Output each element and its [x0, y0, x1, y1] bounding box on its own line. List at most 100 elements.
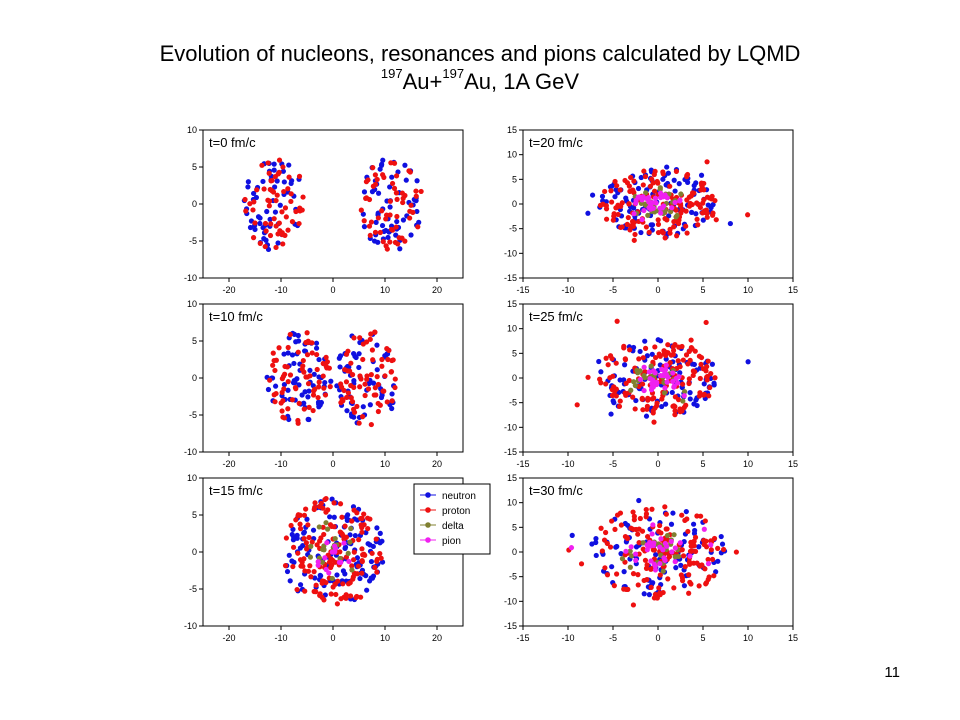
neutron-point	[334, 572, 340, 578]
proton-point	[299, 559, 305, 565]
proton-point	[279, 389, 285, 396]
proton-point	[259, 162, 265, 168]
neutron-point	[414, 178, 420, 184]
proton-point	[280, 414, 286, 420]
proton-point	[635, 531, 641, 537]
neutron-point	[294, 532, 300, 538]
y-tick-label: 5	[192, 336, 197, 346]
pion-point	[644, 547, 650, 553]
pion-point	[645, 542, 651, 548]
proton-point	[679, 207, 685, 213]
proton-point	[708, 547, 714, 553]
proton-point	[394, 196, 400, 202]
proton-point	[642, 557, 649, 563]
proton-point	[285, 344, 291, 351]
proton-point	[623, 586, 629, 593]
y-tick-label: -5	[189, 236, 197, 246]
proton-point	[384, 399, 390, 405]
proton-point	[323, 354, 329, 360]
proton-point	[342, 366, 348, 373]
delta-point	[676, 553, 682, 560]
proton-point	[290, 563, 296, 570]
proton-point	[695, 222, 701, 228]
y-tick-label: 10	[187, 473, 197, 483]
pion-point	[324, 540, 330, 546]
proton-point	[632, 406, 638, 412]
proton-point	[598, 525, 604, 531]
proton-point	[261, 186, 267, 192]
proton-point	[704, 159, 710, 165]
proton-point	[626, 377, 632, 384]
proton-point	[285, 406, 291, 412]
neutron-point	[596, 358, 602, 365]
pion-point	[663, 366, 669, 373]
proton-point	[611, 211, 617, 217]
x-tick-label: 15	[788, 285, 798, 295]
delta-point	[324, 526, 331, 532]
legend-marker	[425, 507, 431, 513]
neutron-point	[367, 402, 373, 408]
pion-point	[651, 561, 657, 567]
neutron-point	[272, 383, 279, 389]
proton-point	[622, 357, 629, 363]
element-2: Au, 1A GeV	[464, 69, 580, 94]
proton-point	[637, 515, 643, 522]
proton-point	[318, 535, 324, 541]
delta-point	[321, 547, 327, 553]
y-tick-label: 15	[507, 125, 517, 135]
neutron-point	[251, 190, 257, 197]
proton-point	[703, 580, 710, 586]
proton-point	[668, 352, 674, 358]
neutron-point	[360, 404, 366, 410]
neutron-point	[698, 172, 705, 178]
proton-point	[651, 171, 657, 178]
proton-point	[349, 518, 355, 524]
proton-point	[328, 591, 334, 597]
proton-point	[630, 187, 636, 193]
proton-point	[624, 535, 630, 542]
proton-point	[341, 387, 347, 394]
neutron-point	[385, 234, 391, 241]
neutron-point	[285, 387, 291, 393]
neutron-point	[375, 190, 382, 196]
neutron-point	[745, 359, 751, 365]
proton-point	[608, 188, 614, 194]
proton-point	[689, 548, 695, 554]
neutron-point	[370, 543, 376, 550]
neutron-point	[607, 184, 614, 190]
proton-point	[612, 526, 618, 532]
y-tick-label: -5	[509, 572, 517, 582]
proton-point	[642, 173, 649, 180]
proton-point	[368, 421, 374, 428]
proton-point	[702, 518, 708, 524]
neutron-point	[668, 521, 675, 527]
proton-point	[273, 357, 279, 363]
proton-point	[704, 214, 710, 220]
delta-point	[678, 191, 684, 197]
proton-point	[703, 544, 710, 550]
proton-point	[377, 229, 383, 236]
neutron-point	[569, 532, 575, 538]
proton-point	[607, 375, 613, 381]
proton-point	[618, 203, 624, 209]
proton-point	[356, 537, 362, 543]
delta-point	[648, 363, 654, 369]
legend: neutron proton delta pion	[413, 483, 491, 555]
proton-point	[691, 543, 697, 549]
proton-point	[305, 381, 312, 387]
x-tick-label: -10	[274, 459, 287, 469]
proton-point	[652, 405, 658, 411]
x-tick-label: -5	[609, 459, 617, 469]
proton-point	[654, 595, 660, 601]
proton-point	[655, 221, 662, 227]
neutron-point	[301, 530, 307, 536]
pion-point	[658, 210, 664, 216]
proton-point	[700, 200, 706, 206]
pion-point	[568, 545, 575, 551]
pion-point	[658, 536, 664, 542]
proton-point	[343, 534, 349, 540]
proton-point	[628, 525, 634, 531]
proton-point	[657, 572, 663, 578]
proton-point	[703, 538, 709, 544]
neutron-point	[316, 404, 322, 410]
